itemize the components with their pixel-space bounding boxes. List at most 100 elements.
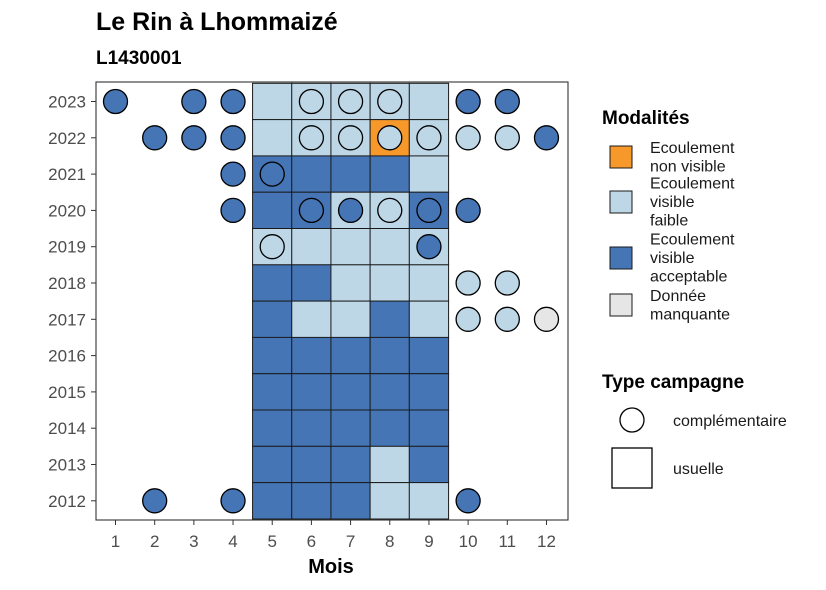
legend-key-faible bbox=[609, 190, 633, 214]
tile-2012-6 bbox=[291, 482, 332, 520]
legend-label-circle: complémentaire bbox=[673, 413, 787, 430]
tile-2017-8 bbox=[369, 300, 410, 339]
point-2020-10 bbox=[455, 197, 481, 224]
legend-campagne: Type campagne complémentaire usuelle bbox=[602, 372, 787, 489]
complementaire-points bbox=[102, 88, 560, 514]
tile-2017-9 bbox=[408, 300, 450, 339]
point-2022-11 bbox=[494, 125, 520, 151]
x-tick-label: 11 bbox=[498, 532, 516, 551]
point-2020-8 bbox=[377, 197, 403, 224]
tile-2021-9 bbox=[408, 155, 450, 193]
point-2020-6 bbox=[298, 197, 325, 224]
tile-2014-8 bbox=[369, 409, 410, 447]
legend-key-non_visible bbox=[609, 145, 633, 169]
point-2022-3 bbox=[181, 125, 207, 151]
y-tick-label: 2014 bbox=[48, 419, 86, 438]
tile-2020-5 bbox=[252, 191, 293, 230]
point-2017-10 bbox=[455, 306, 481, 332]
point-2022-10 bbox=[455, 125, 481, 151]
tile-2017-6 bbox=[291, 300, 332, 339]
x-tick-label: 5 bbox=[267, 532, 276, 551]
tile-2015-7 bbox=[330, 373, 371, 411]
point-2022-9 bbox=[416, 125, 442, 151]
y-tick-label: 2012 bbox=[48, 492, 86, 511]
point-2023-6 bbox=[298, 88, 325, 115]
point-2012-10 bbox=[455, 488, 481, 514]
tile-2015-6 bbox=[291, 373, 332, 411]
y-axis-ticks: 2012 2013 2014 2015 2016 2017 2018 2019 2020 2021… bbox=[48, 93, 96, 511]
tile-2018-8 bbox=[369, 264, 410, 302]
tile-2014-6 bbox=[291, 409, 332, 447]
tile-2023-5 bbox=[252, 82, 293, 121]
legend-label-non_visible: Ecoulement non visible bbox=[650, 140, 735, 176]
tile-2016-8 bbox=[369, 336, 410, 375]
x-tick-label: 2 bbox=[150, 532, 159, 551]
y-tick-label: 2019 bbox=[48, 238, 86, 257]
tile-2016-9 bbox=[408, 336, 450, 375]
y-tick-label: 2016 bbox=[48, 347, 86, 366]
tile-2012-8 bbox=[369, 482, 410, 520]
legend-key-circle bbox=[619, 407, 645, 433]
tile-2012-9 bbox=[408, 482, 450, 520]
plot-border bbox=[95, 81, 569, 521]
tile-2018-6 bbox=[291, 264, 332, 302]
point-2023-10 bbox=[455, 88, 481, 115]
y-tick-label: 2023 bbox=[48, 93, 86, 112]
tile-2016-6 bbox=[291, 336, 332, 375]
point-2023-11 bbox=[494, 88, 520, 115]
tile-2014-7 bbox=[330, 409, 371, 447]
point-2021-4 bbox=[220, 161, 246, 187]
point-2022-6 bbox=[298, 125, 325, 151]
tile-2023-9 bbox=[408, 82, 450, 121]
tile-2015-5 bbox=[252, 373, 293, 411]
chart-title: Le Rin à Lhommaizé bbox=[96, 8, 338, 36]
x-tick-label: 3 bbox=[189, 532, 198, 551]
point-2020-4 bbox=[220, 197, 246, 224]
x-tick-label: 6 bbox=[307, 532, 316, 551]
point-2019-5 bbox=[259, 234, 285, 260]
tile-2017-7 bbox=[330, 300, 371, 339]
y-tick-label: 2022 bbox=[48, 129, 86, 148]
x-tick-label: 12 bbox=[537, 532, 556, 551]
point-2023-3 bbox=[181, 88, 207, 115]
tile-2013-5 bbox=[252, 445, 293, 484]
y-tick-label: 2017 bbox=[48, 310, 86, 329]
point-2022-7 bbox=[337, 125, 364, 151]
tile-2017-5 bbox=[252, 300, 293, 339]
point-2022-4 bbox=[220, 125, 246, 151]
y-tick-label: 2020 bbox=[48, 201, 86, 220]
x-tick-label: 7 bbox=[346, 532, 355, 551]
point-2017-11 bbox=[494, 306, 520, 332]
point-2023-4 bbox=[220, 88, 246, 115]
legend-campagne-title: Type campagne bbox=[602, 372, 744, 393]
legend-modalites: Modalités Ecoulement non visibleEcoulemen… bbox=[602, 108, 735, 323]
x-tick-label: 8 bbox=[385, 532, 394, 551]
point-2012-2 bbox=[142, 488, 168, 514]
point-2022-8 bbox=[377, 125, 403, 151]
legend-label-faible: Ecoulement visible faible bbox=[650, 176, 735, 230]
legend-label-manquante: Donnée manquante bbox=[650, 288, 730, 324]
point-2017-12 bbox=[533, 306, 560, 332]
tile-2012-7 bbox=[330, 482, 371, 520]
point-2020-7 bbox=[337, 197, 364, 224]
point-2020-9 bbox=[416, 197, 442, 224]
point-2018-11 bbox=[494, 270, 520, 296]
y-tick-label: 2018 bbox=[48, 274, 86, 293]
tile-2022-5 bbox=[252, 119, 293, 157]
tile-2021-6 bbox=[291, 155, 332, 193]
legend-label-square: usuelle bbox=[673, 461, 724, 478]
tile-2015-8 bbox=[369, 373, 410, 411]
chart-subtitle: L1430001 bbox=[96, 48, 182, 69]
legend-modalites-title: Modalités bbox=[602, 108, 690, 129]
legend-key-manquante bbox=[609, 293, 633, 317]
point-2023-7 bbox=[337, 88, 364, 115]
tile-2019-6 bbox=[291, 228, 332, 266]
y-tick-label: 2013 bbox=[48, 456, 86, 475]
tile-2013-9 bbox=[408, 445, 450, 484]
tile-2021-7 bbox=[330, 155, 371, 193]
y-tick-label: 2015 bbox=[48, 383, 86, 402]
tile-2019-7 bbox=[330, 228, 371, 266]
point-2012-4 bbox=[220, 488, 246, 514]
tile-2018-9 bbox=[408, 264, 450, 302]
